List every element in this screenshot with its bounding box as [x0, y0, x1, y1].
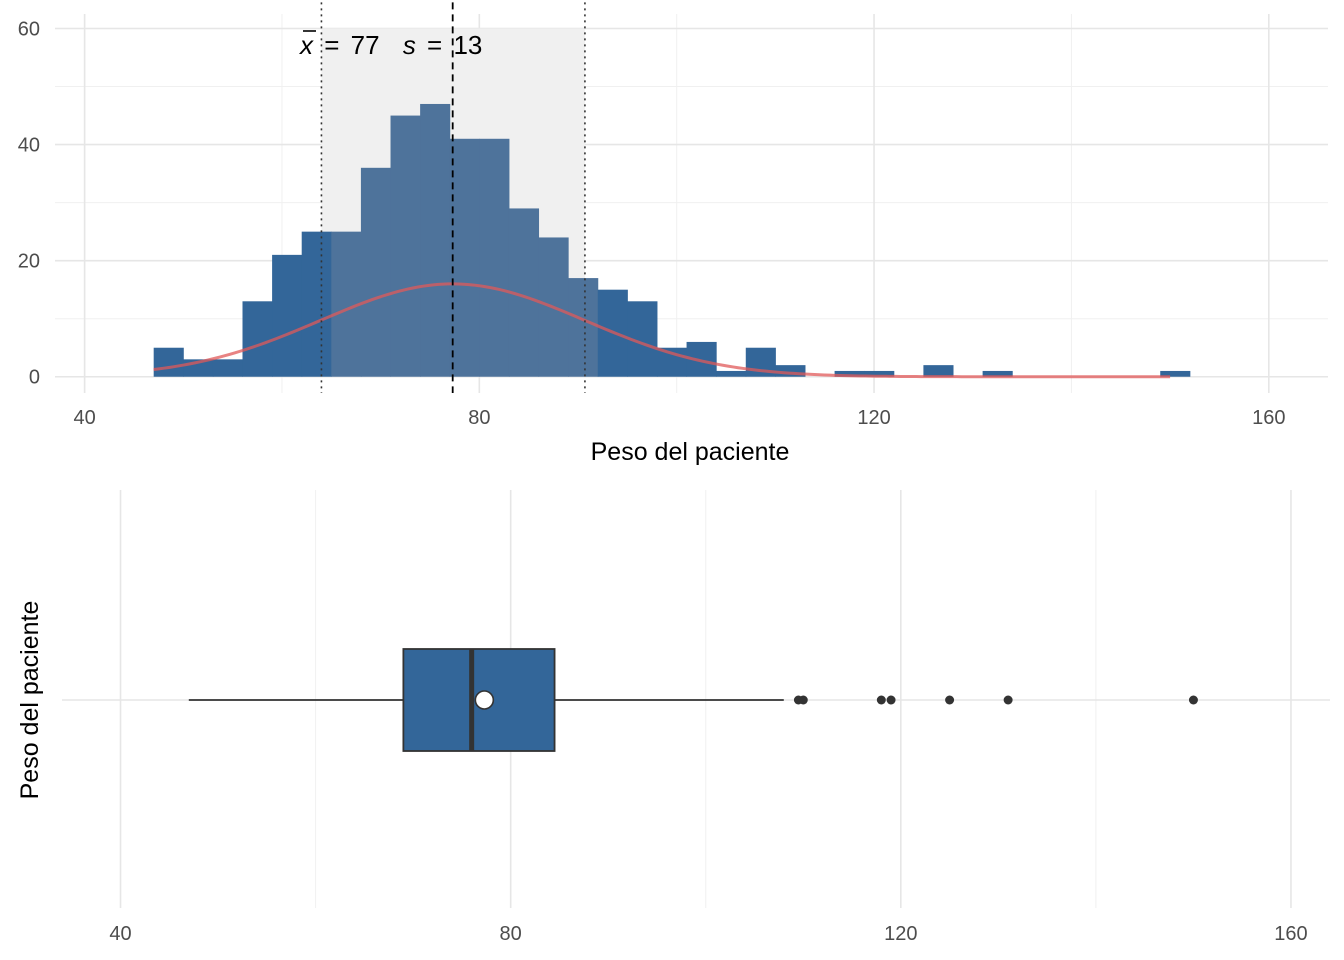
outlier-point	[1003, 695, 1013, 705]
mean-sd-annotation: x = 77 s = 13	[298, 30, 482, 60]
sd-value: 13	[453, 30, 482, 60]
histogram-bar	[775, 365, 806, 377]
histogram-y-tick-label: 0	[29, 367, 40, 389]
histogram-bar	[923, 365, 954, 377]
boxplot-x-tick-label: 120	[884, 923, 917, 945]
histogram-x-axis-title: Peso del paciente	[591, 438, 790, 466]
normal-curve	[153, 282, 1171, 379]
histogram-bar	[982, 370, 1013, 377]
sd-symbol: s	[403, 30, 416, 60]
histogram-x-tick-label: 120	[857, 407, 890, 429]
histogram-bar	[568, 278, 599, 377]
boxplot-y-axis-title: Peso del paciente	[16, 601, 44, 800]
mean-value: 77	[351, 30, 380, 60]
outlier-point	[1188, 695, 1198, 705]
outlier-point	[798, 695, 808, 705]
outlier-point	[876, 695, 886, 705]
boxplot-gridlines	[62, 490, 1330, 908]
histogram-bar	[153, 347, 184, 377]
boxplot-x-tick-labels: 40 80 120 160	[109, 923, 1307, 945]
sd-equals: =	[427, 30, 442, 60]
histogram-x-tick-label: 40	[73, 407, 95, 429]
mean-point	[474, 690, 495, 710]
histogram-y-tick-label: 60	[18, 19, 40, 41]
boxplot-x-tick-label: 40	[109, 923, 131, 945]
histogram-bar	[242, 301, 273, 377]
histogram-panel: x = 77 s = 13 0 20 40 60 40 80 120 160 Peso de…	[18, 2, 1328, 466]
outlier-point	[945, 695, 955, 705]
histogram-x-tick-label: 160	[1252, 407, 1285, 429]
histogram-y-tick-label: 20	[18, 251, 40, 273]
histogram-bar	[834, 370, 865, 377]
histogram-bar	[716, 370, 747, 377]
mean-equals: =	[324, 30, 339, 60]
histogram-bar	[1160, 370, 1191, 377]
histogram-bar	[449, 138, 480, 377]
histogram-y-tick-labels: 0 20 40 60	[18, 19, 40, 389]
boxplot-x-tick-label: 160	[1274, 923, 1307, 945]
histogram-bar	[212, 359, 243, 377]
histogram-bar	[479, 138, 510, 377]
outlier-points	[793, 695, 1198, 705]
histogram-bar	[864, 370, 895, 377]
mean-symbol: x	[298, 30, 314, 60]
histogram-bar	[390, 115, 421, 377]
histogram-y-tick-label: 40	[18, 135, 40, 157]
histogram-x-tick-labels: 40 80 120 160	[73, 407, 1285, 429]
histogram-bar	[272, 254, 303, 377]
histogram-bar	[301, 231, 332, 377]
histogram-bar	[420, 103, 451, 377]
histogram-bar	[360, 167, 392, 377]
boxplot-panel: 40 80 120 160 Peso del paciente	[16, 490, 1330, 945]
outlier-point	[886, 695, 896, 705]
boxplot-x-tick-label: 80	[500, 923, 522, 945]
histogram-x-tick-label: 80	[468, 407, 490, 429]
